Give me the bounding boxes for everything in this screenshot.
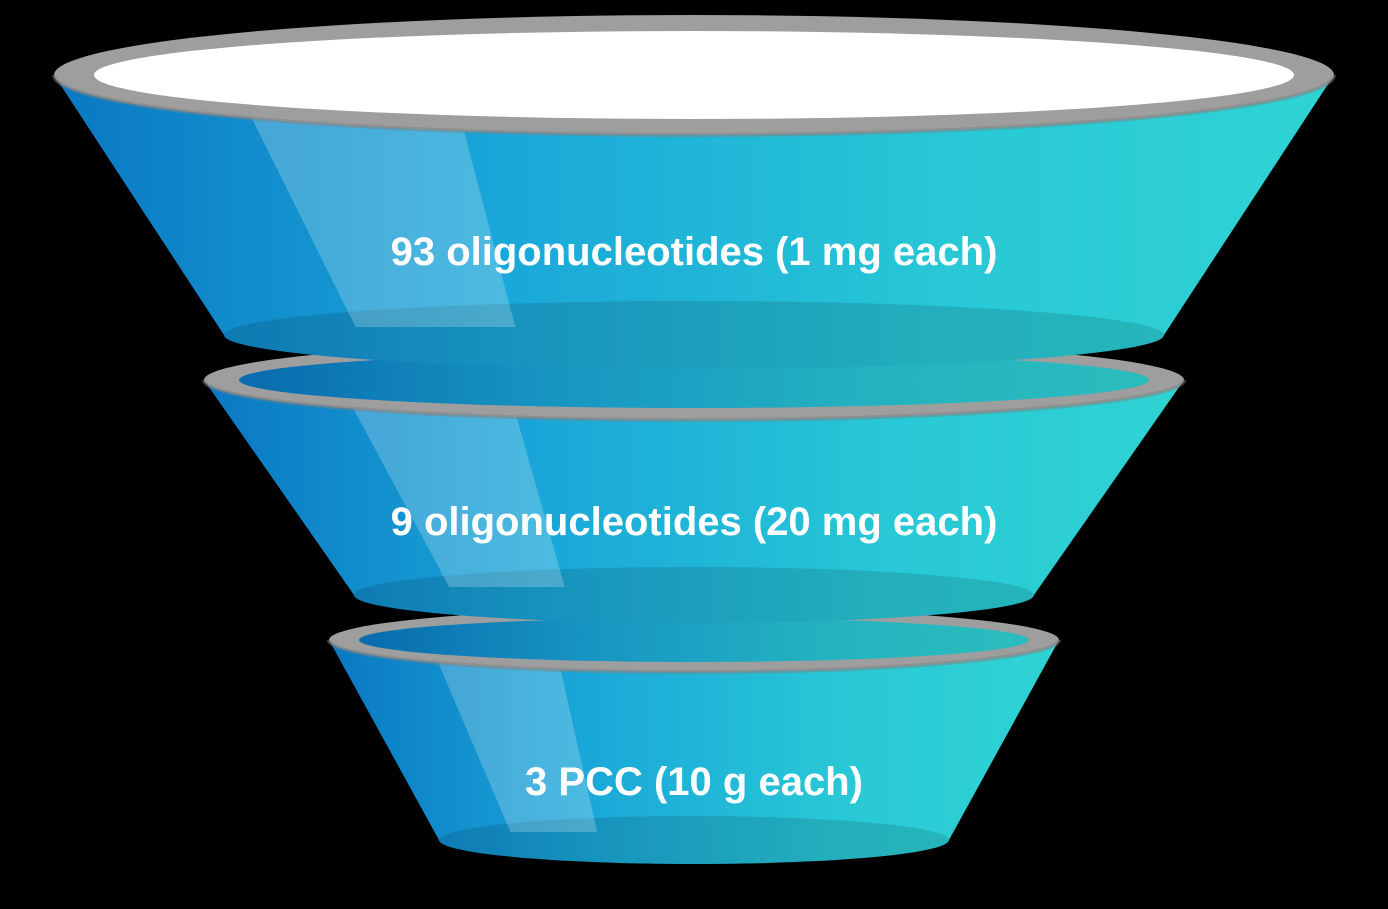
funnel-diagram: 93 oligonucleotides (1 mg each) 9 oligon…: [0, 0, 1388, 909]
stage-1-label: 93 oligonucleotides (1 mg each): [0, 230, 1388, 275]
stage-3-label: 3 PCC (10 g each): [0, 760, 1388, 805]
stage-2-label: 9 oligonucleotides (20 mg each): [0, 500, 1388, 545]
